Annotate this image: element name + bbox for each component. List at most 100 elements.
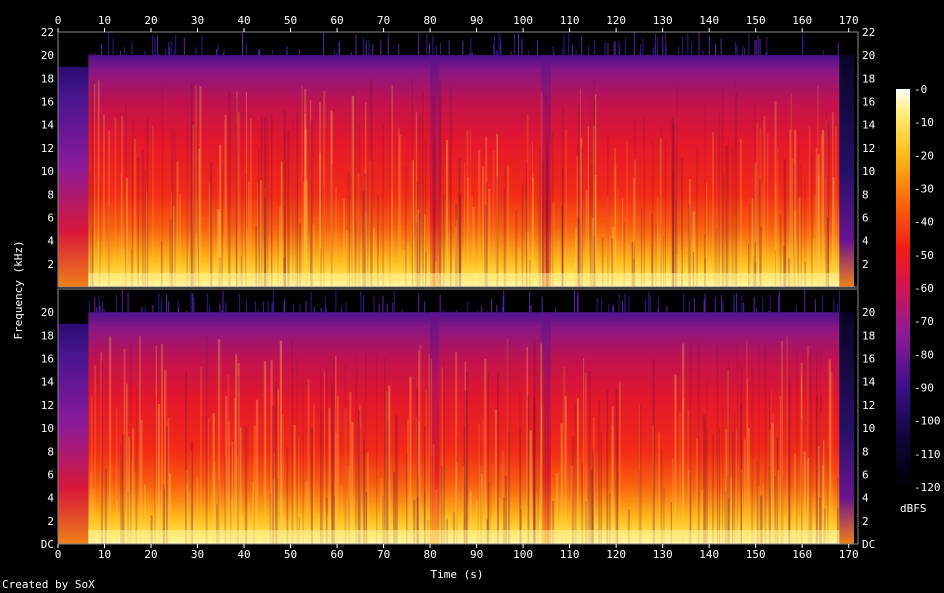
streak — [803, 451, 807, 544]
streak — [754, 162, 757, 287]
streak — [216, 503, 218, 544]
spike — [367, 53, 369, 56]
streak — [601, 237, 604, 287]
streak — [439, 107, 441, 287]
streak — [807, 354, 810, 544]
streak — [197, 148, 201, 287]
streak — [740, 403, 742, 544]
streak — [718, 427, 721, 544]
streak — [233, 398, 236, 544]
streak — [237, 363, 240, 544]
streak — [335, 186, 337, 287]
y-tick-label-right: 2 — [862, 258, 869, 271]
streak — [759, 178, 761, 287]
streak — [459, 193, 462, 287]
streak — [725, 428, 727, 544]
spike — [823, 49, 825, 56]
streak — [731, 146, 734, 287]
streak — [173, 205, 175, 287]
streak — [139, 336, 141, 544]
streak — [122, 433, 125, 544]
spectrogram-channel-1 — [57, 31, 859, 288]
colorbar: -0 -10 -20 -30 -40 -50 -60 -70 -80 -90 -100 -110 -12… — [896, 83, 941, 515]
y-tick-label-left: 16 — [41, 96, 54, 109]
spike — [628, 295, 630, 313]
streak — [546, 145, 549, 287]
streak — [340, 484, 343, 544]
streak — [305, 481, 308, 544]
streak — [828, 359, 831, 544]
streak — [506, 339, 509, 544]
streak — [545, 92, 547, 288]
y-tick-label-left: 6 — [47, 211, 54, 224]
streak — [546, 158, 548, 287]
streak — [275, 382, 277, 544]
streak — [688, 203, 691, 287]
spike — [500, 37, 502, 56]
spike — [221, 310, 223, 313]
streak — [756, 461, 759, 544]
y-tick-label-right: 18 — [862, 329, 875, 342]
streak — [776, 437, 779, 544]
streak — [441, 367, 444, 544]
streak — [529, 430, 532, 544]
streak — [425, 389, 427, 544]
x-tick-label-top: 100 — [513, 14, 533, 27]
spike — [338, 48, 340, 56]
y-tick-label-left: 2 — [47, 258, 54, 271]
spike — [325, 306, 327, 313]
streak — [611, 238, 614, 287]
streak — [609, 494, 611, 544]
spike — [714, 297, 716, 313]
streak — [443, 128, 445, 287]
streak — [194, 85, 197, 288]
streak — [196, 476, 198, 544]
streak — [480, 441, 483, 544]
streak — [411, 160, 415, 287]
streak — [458, 158, 461, 287]
streak — [171, 128, 174, 287]
spike — [201, 35, 203, 56]
spike — [766, 36, 768, 56]
x-tick-label-top: 150 — [746, 14, 766, 27]
streak — [727, 498, 730, 544]
spike — [624, 302, 626, 313]
streak — [272, 479, 275, 544]
streak — [820, 394, 823, 544]
streak — [488, 481, 491, 544]
spike — [822, 295, 824, 313]
spike — [662, 35, 664, 56]
streak — [273, 453, 275, 544]
streak — [674, 374, 677, 544]
streak — [117, 258, 120, 287]
streak — [333, 496, 335, 544]
streak — [836, 477, 839, 544]
streak — [816, 368, 818, 544]
spike — [735, 41, 737, 56]
spike — [284, 298, 286, 313]
streak — [157, 403, 161, 544]
spike — [455, 310, 457, 313]
x-tick-label-bottom: 10 — [98, 548, 111, 561]
streak — [335, 356, 337, 544]
streak — [832, 177, 835, 287]
streak — [779, 214, 782, 287]
streak — [326, 511, 328, 544]
spike — [271, 303, 273, 313]
streak — [488, 188, 491, 287]
spike — [262, 300, 264, 313]
streak — [280, 496, 283, 544]
spike — [439, 294, 441, 313]
x-tick-label-top: 130 — [653, 14, 673, 27]
spike — [665, 32, 667, 56]
x-tick-label-top: 70 — [377, 14, 390, 27]
streak — [147, 491, 150, 544]
streak — [357, 124, 361, 287]
spike — [426, 33, 428, 56]
streak — [533, 397, 536, 544]
streak — [712, 433, 715, 544]
streak — [526, 347, 528, 544]
spike — [640, 44, 642, 56]
spike — [576, 295, 578, 313]
x-tick-label-top: 140 — [699, 14, 719, 27]
